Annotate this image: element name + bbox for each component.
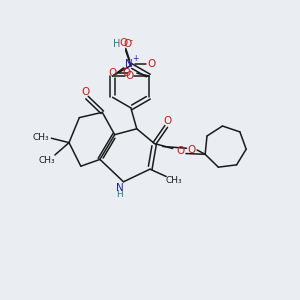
Text: CH₃: CH₃ [39,156,55,165]
Text: N: N [125,59,133,69]
Text: O: O [123,68,131,78]
Text: O: O [120,38,128,48]
Text: +: + [133,54,139,63]
Text: O: O [188,145,196,155]
Text: O: O [148,59,156,69]
Text: O: O [81,87,90,97]
Text: -: - [130,36,133,45]
Text: N: N [116,183,124,193]
Text: H: H [113,39,120,49]
Text: O: O [124,39,132,49]
Text: O: O [125,70,133,80]
Text: O: O [108,68,116,78]
Text: H: H [117,190,123,199]
Text: O: O [164,116,172,126]
Text: CH₃: CH₃ [165,176,182,185]
Text: CH₃: CH₃ [33,133,50,142]
Text: O: O [177,146,185,157]
